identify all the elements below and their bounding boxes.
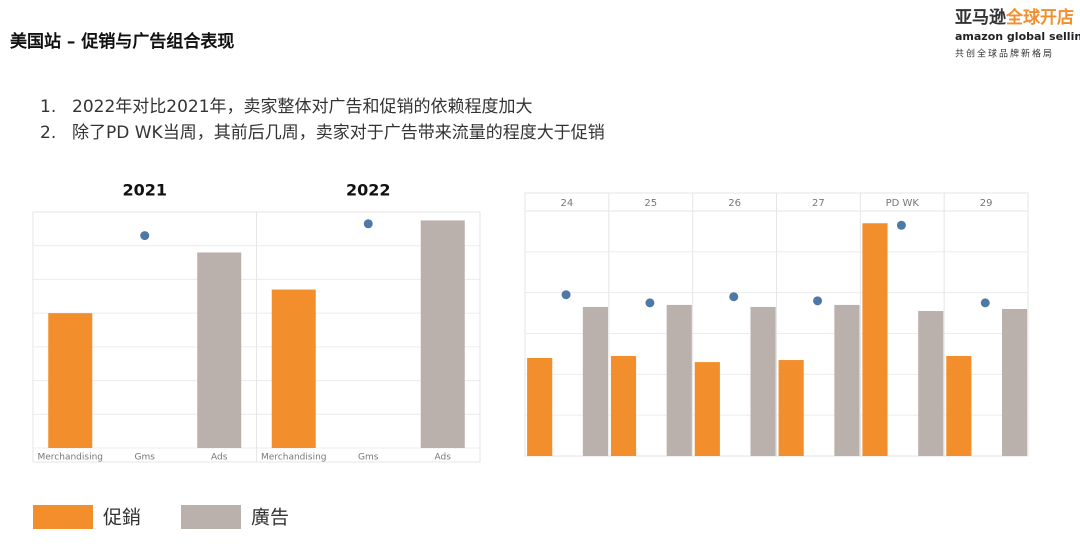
x-tick-label: Merchandising (38, 453, 104, 463)
dot (729, 292, 739, 302)
legend-swatch (181, 505, 241, 529)
dot (813, 296, 823, 306)
bar (420, 220, 465, 448)
bar (946, 355, 972, 456)
note-text: 2022年对比2021年，卖家整体对广告和促销的依赖程度加大 (72, 97, 533, 117)
dot (363, 219, 373, 229)
dot (561, 290, 571, 300)
logo-en: amazon global selling (955, 30, 1080, 43)
bar (750, 306, 776, 456)
bar (610, 355, 637, 456)
logo-cn2: 全球开店 (1005, 7, 1074, 28)
dot (980, 298, 990, 308)
logo-slogan: 共创全球品牌新格局 (955, 48, 1054, 60)
x-tick-label: 26 (728, 198, 741, 209)
x-tick-label: PD WK (886, 198, 920, 209)
note-number: 2. (40, 123, 56, 143)
bar (582, 306, 608, 456)
x-tick-label: Merchandising (261, 453, 327, 463)
legend-swatch (33, 505, 93, 529)
x-tick-label: 24 (561, 198, 574, 209)
bar (271, 289, 316, 448)
x-tick-label: 29 (980, 198, 993, 209)
bar (48, 313, 93, 448)
bar (918, 311, 944, 456)
x-tick-label: Gms (358, 453, 379, 463)
bar (862, 223, 888, 456)
legend-label: 促銷 (103, 507, 141, 529)
x-tick-label: 27 (812, 198, 825, 209)
x-tick-label: Gms (135, 453, 156, 463)
dot (896, 220, 906, 230)
panel-title: 2022 (346, 181, 391, 200)
x-tick-label: 25 (644, 198, 657, 209)
x-tick-label: Ads (211, 453, 228, 463)
bar (666, 304, 692, 456)
slide-title: 美国站 – 促销与广告组合表现 (10, 31, 234, 52)
bar (1002, 309, 1028, 456)
bar (197, 252, 242, 448)
logo-cn: 亚马逊 (955, 8, 1006, 28)
note-text: 除了PD WK当周，其前后几周，卖家对于广告带来流量的程度大于促销 (72, 123, 605, 143)
dot (645, 298, 655, 308)
dot (140, 231, 150, 241)
bar (778, 360, 804, 456)
x-tick-label: Ads (435, 453, 452, 463)
legend-label: 廣告 (251, 507, 289, 529)
bar (694, 362, 720, 456)
note-number: 1. (40, 97, 56, 117)
bar (834, 304, 860, 456)
bar (527, 358, 553, 456)
panel-title: 2021 (122, 181, 167, 200)
